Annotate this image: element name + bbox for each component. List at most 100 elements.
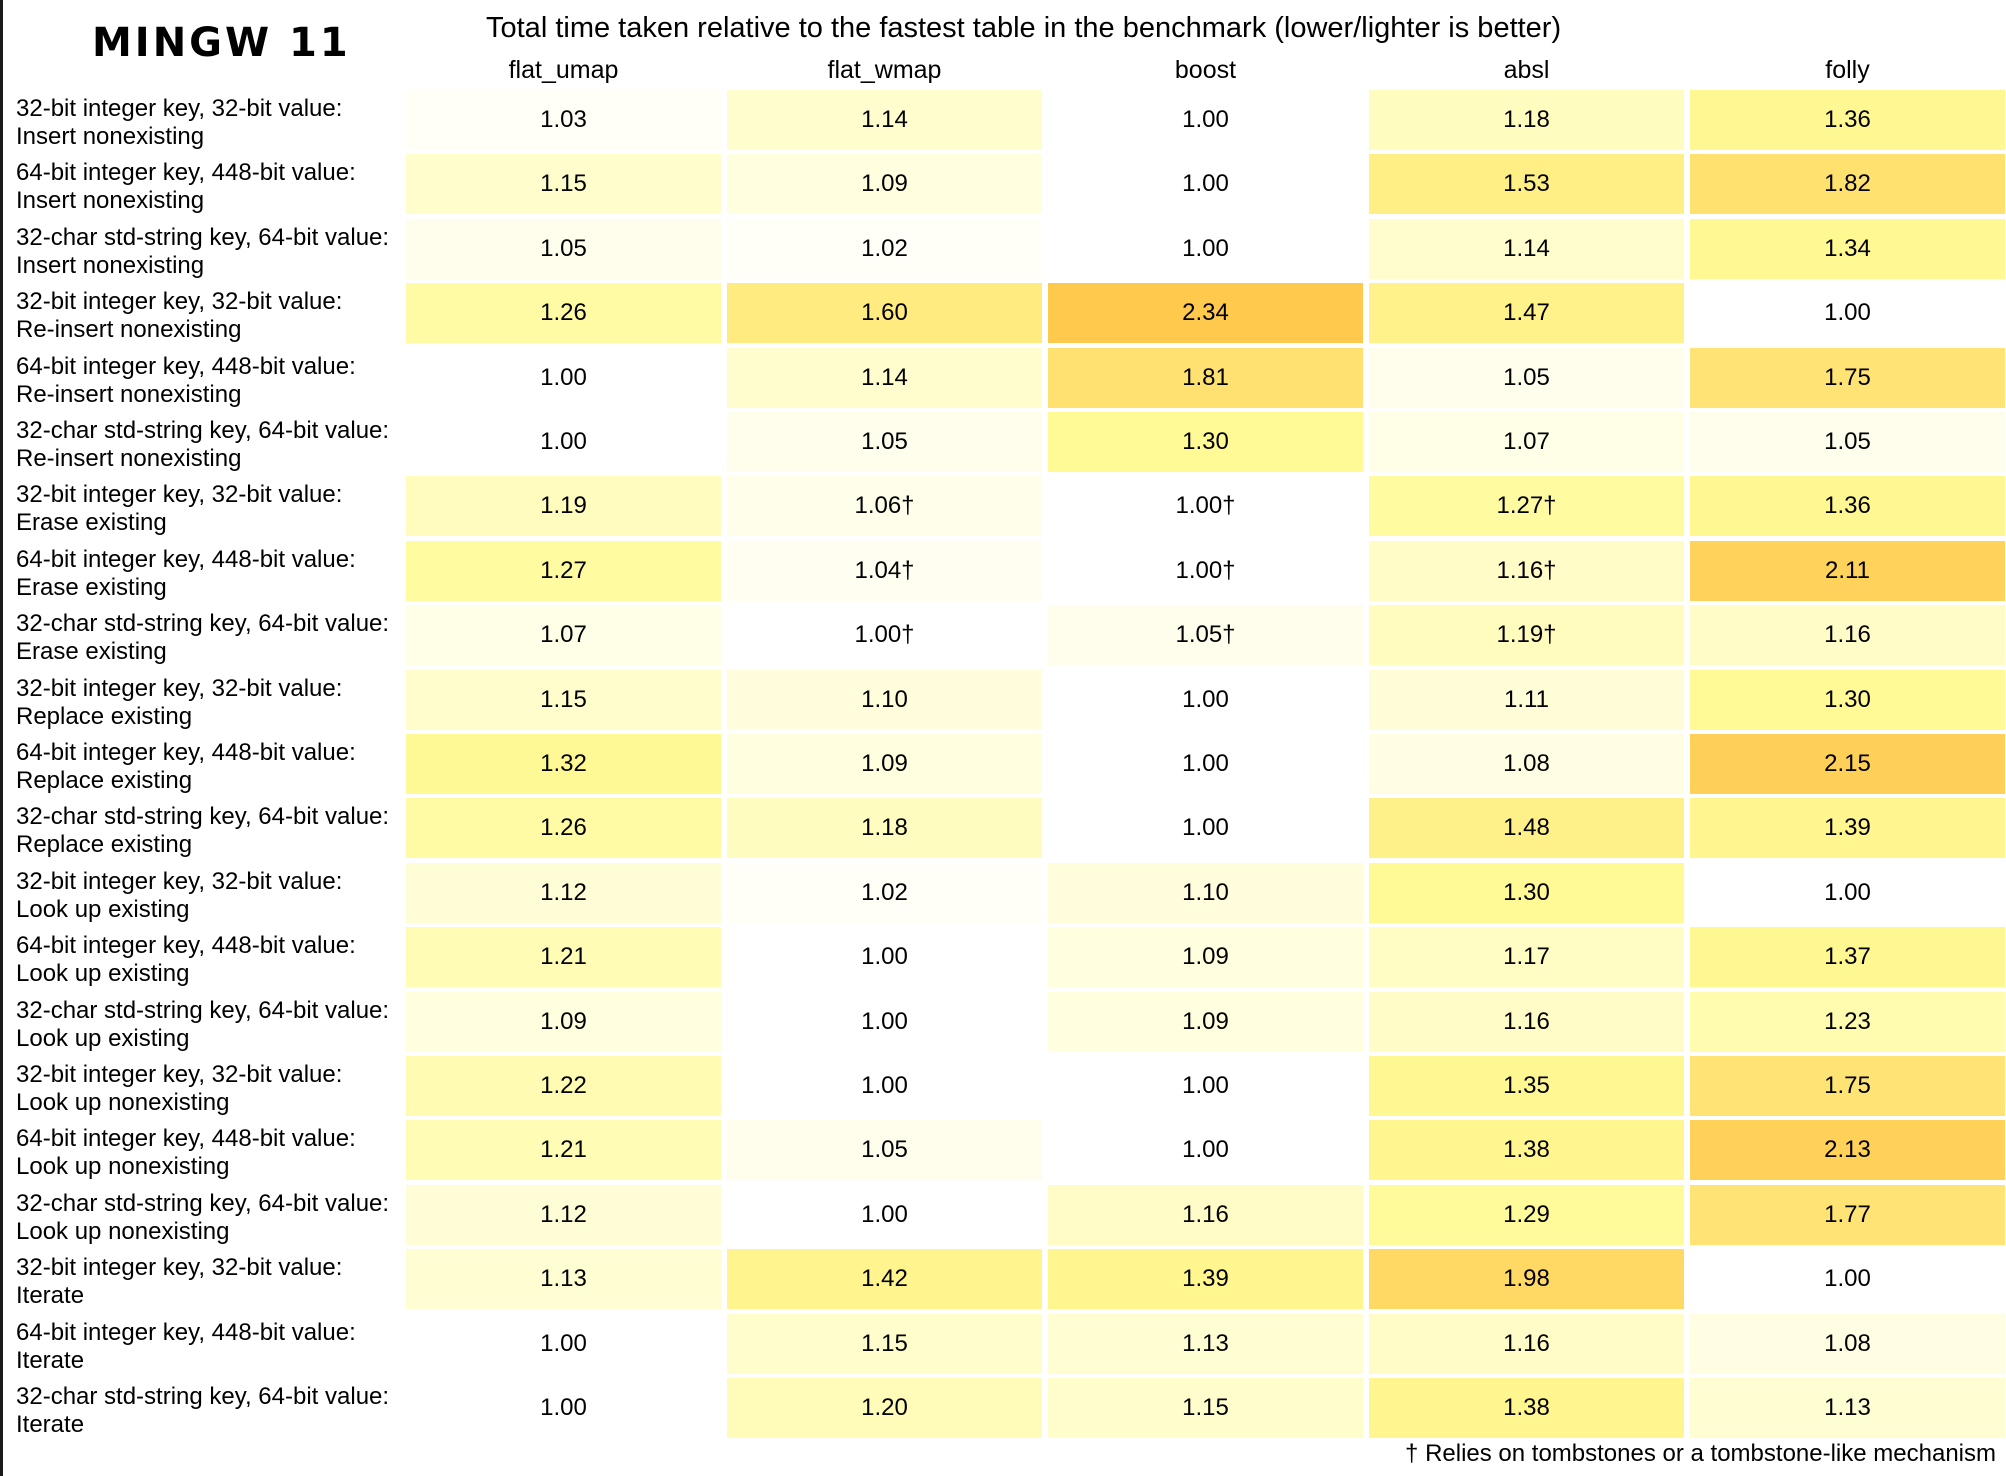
heatmap-cell: 1.36: [1690, 90, 2005, 150]
chart-title: Total time taken relative to the fastest…: [486, 12, 1562, 44]
heatmap-cell: 1.05: [727, 1120, 1042, 1181]
heatmap-cell: 1.00†: [1048, 540, 1363, 601]
heatmap-cell: 1.75: [1690, 1056, 2005, 1116]
heatmap-cell: 1.16: [1369, 991, 1684, 1052]
row-label-line1: 32-char std-string key, 64-bit value:: [16, 223, 390, 251]
heatmap-cell: 1.16: [1048, 1184, 1363, 1245]
heatmap-cell: 1.35: [1369, 1056, 1684, 1116]
row-label-line2: Look up nonexisting: [16, 1217, 230, 1245]
row-label-line1: 64-bit integer key, 448-bit value:: [16, 1318, 356, 1346]
heatmap-cell: 1.03: [406, 90, 721, 150]
row-label: 64-bit integer key, 448-bit value: Look u…: [16, 929, 406, 993]
row-label-line2: Iterate: [16, 1282, 85, 1310]
heatmap-cell: 1.00: [1690, 1249, 2005, 1310]
row-label-line2: Erase existing: [16, 509, 167, 537]
heatmap-cell: 1.00: [406, 1378, 721, 1438]
heatmap-cell: 1.09: [1048, 927, 1363, 988]
row-label-line1: 64-bit integer key, 448-bit value:: [16, 739, 356, 766]
row-label: 64-bit integer key, 448-bit value: Look u…: [16, 1122, 406, 1186]
heatmap-cell: 1.60: [727, 283, 1042, 344]
row-label-line1: 32-bit integer key, 32-bit value:: [16, 95, 343, 122]
heatmap-cell: 1.26: [406, 798, 721, 859]
row-label: 32-char std-string key, 64-bit value: Loo…: [16, 994, 406, 1058]
row-label: 64-bit integer key, 448-bit value: Erase …: [16, 543, 406, 607]
heatmap-cell: 1.82: [1690, 154, 2005, 215]
heatmap-cell: 1.00: [1048, 734, 1363, 794]
heatmap-cell: 1.10: [1048, 862, 1363, 923]
row-label: 32-bit integer key, 32-bit value: Insert …: [16, 92, 406, 156]
row-label: 32-bit integer key, 32-bit value: Erase e…: [16, 478, 406, 542]
row-label-line1: 64-bit integer key, 448-bit value:: [16, 545, 356, 573]
heatmap-cell: 1.02: [727, 218, 1042, 279]
row-label: 64-bit integer key, 448-bit value: Replac…: [16, 736, 406, 800]
heatmap-cell: 1.29: [1369, 1184, 1684, 1245]
heatmap-cell: 1.15: [1048, 1378, 1363, 1438]
heatmap-cell: 1.30: [1369, 862, 1684, 923]
heatmap-cell: 1.05: [1690, 412, 2005, 472]
heatmap-cell: 1.15: [727, 1313, 1042, 1374]
heatmap-cell: 1.30: [1048, 412, 1363, 472]
heatmap-cell: 1.12: [406, 1184, 721, 1245]
heatmap-cell: 1.53: [1369, 154, 1684, 215]
heatmap-cell: 1.32: [406, 734, 721, 794]
heatmap-cell: 2.11: [1690, 540, 2005, 601]
heatmap-cell: 1.16: [1690, 605, 2005, 666]
row-label-line2: Look up existing: [16, 960, 190, 988]
heatmap-cell: 1.05: [1369, 347, 1684, 408]
heatmap-cell: 1.09: [406, 991, 721, 1052]
row-label-line2: Re-insert nonexisting: [16, 380, 242, 408]
heatmap-cell: 1.39: [1690, 798, 2005, 859]
row-label-line2: Insert nonexisting: [16, 123, 205, 150]
heatmap-cell: 1.39: [1048, 1249, 1363, 1310]
heatmap-cell: 1.00: [1048, 798, 1363, 859]
row-label-line1: 32-char std-string key, 64-bit value:: [16, 803, 390, 831]
row-label-line1: 32-char std-string key, 64-bit value:: [16, 610, 390, 638]
heatmap-cell: 1.14: [727, 90, 1042, 150]
column-header-boost: boost: [1174, 56, 1237, 84]
heatmap-cell: 1.05: [727, 412, 1042, 472]
column-header-flat-umap: flat_umap: [508, 56, 619, 84]
heatmap-cell: 1.98: [1369, 1249, 1684, 1310]
heatmap-cell: 1.13: [1048, 1313, 1363, 1374]
heatmap-cell: 1.05†: [1048, 605, 1363, 666]
heatmap-cell: 1.10: [727, 669, 1042, 730]
heatmap-cell: 2.13: [1690, 1120, 2005, 1181]
heatmap-cell: 1.00: [406, 347, 721, 408]
heatmap-cell: 1.09: [727, 154, 1042, 215]
row-label-line1: 64-bit integer key, 448-bit value:: [16, 1125, 356, 1153]
heatmap-cell: 1.16†: [1369, 540, 1684, 601]
row-label: 32-char std-string key, 64-bit value: Loo…: [16, 1187, 406, 1251]
row-label: 32-bit integer key, 32-bit value: Replace…: [16, 672, 406, 736]
heatmap-cell: 1.38: [1369, 1120, 1684, 1181]
row-label: 32-bit integer key, 32-bit value: Iterate: [16, 1251, 406, 1315]
row-label-line1: 32-bit integer key, 32-bit value:: [16, 481, 343, 509]
heatmap-cell: 1.81: [1048, 347, 1363, 408]
row-label-line1: 32-char std-string key, 64-bit value:: [16, 996, 390, 1024]
row-label-line2: Replace existing: [16, 767, 193, 794]
heatmap-cell: 1.26: [406, 283, 721, 344]
row-label-line1: 32-char std-string key, 64-bit value:: [16, 1189, 390, 1217]
heatmap-cell: 1.16: [1369, 1313, 1684, 1374]
column-header-absl: absl: [1503, 56, 1550, 84]
row-label-line2: Re-insert nonexisting: [16, 445, 242, 472]
heatmap-cell: 2.15: [1690, 734, 2005, 794]
heatmap-cell: 1.00: [1048, 669, 1363, 730]
row-label-line2: Look up nonexisting: [16, 1089, 230, 1116]
row-label-line2: Iterate: [16, 1411, 85, 1438]
heatmap-cell: 1.15: [406, 154, 721, 215]
heatmap-cell: 1.00: [1048, 1056, 1363, 1116]
row-label-line1: 64-bit integer key, 448-bit value:: [16, 159, 356, 187]
row-label: 32-bit integer key, 32-bit value: Re-inse…: [16, 285, 406, 349]
heatmap-cell: 1.22: [406, 1056, 721, 1116]
heatmap-cell: 1.00†: [727, 605, 1042, 666]
row-label-line1: 32-bit integer key, 32-bit value:: [16, 288, 343, 316]
heatmap-cell: 1.42: [727, 1249, 1042, 1310]
heatmap-cell: 1.34: [1690, 218, 2005, 279]
heatmap-cell: 1.07: [1369, 412, 1684, 472]
heatmap-cell: 1.30: [1690, 669, 2005, 730]
footnote: † Relies on tombstones or a tombstone-li…: [1405, 1440, 1996, 1467]
row-label-line1: 64-bit integer key, 448-bit value:: [16, 932, 356, 960]
heatmap-cell: 1.17: [1369, 927, 1684, 988]
heatmap-cell: 1.00: [727, 1056, 1042, 1116]
heatmap-cell: 1.00: [1048, 90, 1363, 150]
